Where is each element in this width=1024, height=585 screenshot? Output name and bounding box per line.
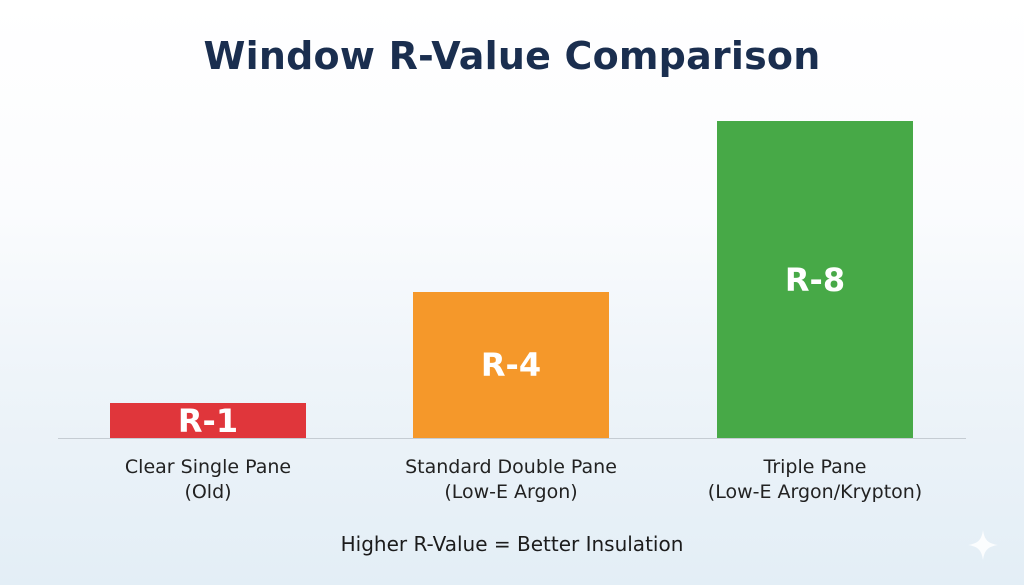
category-label-standard-double-pane: Standard Double Pane (Low-E Argon) xyxy=(351,455,671,505)
category-label-line2: (Low-E Argon) xyxy=(444,481,578,503)
category-label-clear-single-pane: Clear Single Pane (Old) xyxy=(48,455,368,505)
bar-value-label: R-4 xyxy=(480,346,542,384)
category-label-triple-pane: Triple Pane (Low-E Argon/Krypton) xyxy=(655,455,975,505)
bar-value-label: R-1 xyxy=(177,401,239,440)
category-label-line1: Standard Double Pane xyxy=(405,456,617,478)
category-label-line1: Clear Single Pane xyxy=(124,456,292,478)
bar-value-label: R-8 xyxy=(784,260,846,299)
category-label-line2: (Low-E Argon/Krypton) xyxy=(707,481,923,503)
category-label-line2: (Old) xyxy=(184,481,232,503)
bar-standard-double-pane: R-4 xyxy=(413,292,609,438)
bar-clear-single-pane: R-1 xyxy=(110,401,306,440)
category-label-line1: Triple Pane xyxy=(763,456,867,478)
bar-triple-pane: R-8 xyxy=(717,121,913,438)
footer-note: Higher R-Value = Better Insulation xyxy=(340,532,684,556)
chart-title: Window R-Value Comparison xyxy=(203,34,821,78)
sparkle-icon xyxy=(966,528,1000,562)
x-axis-baseline xyxy=(58,438,966,439)
